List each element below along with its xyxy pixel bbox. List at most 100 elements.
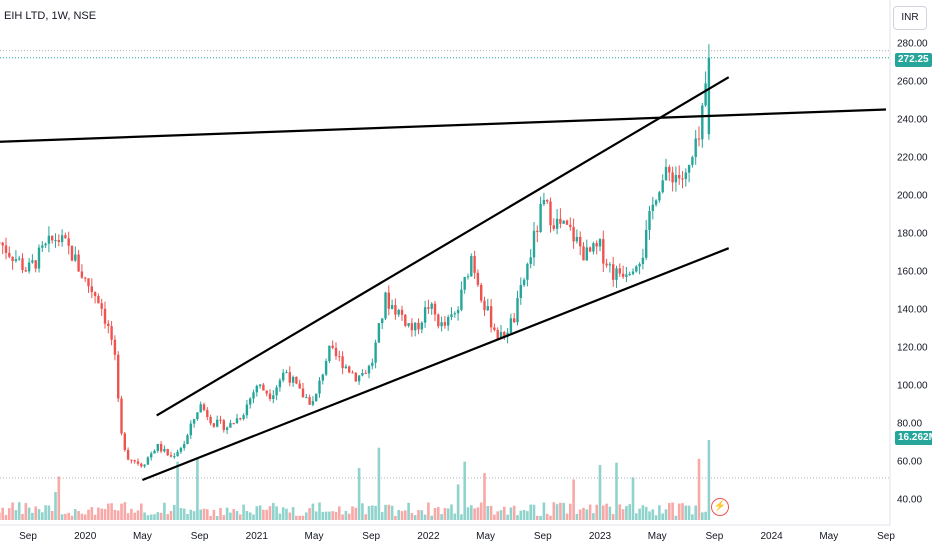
volume-bar xyxy=(539,515,542,520)
volume-bar xyxy=(324,511,328,520)
volume-bar xyxy=(503,506,506,520)
volume-bar xyxy=(413,515,417,520)
candle-body xyxy=(47,235,51,244)
volume-bar xyxy=(668,503,671,520)
volume-bar xyxy=(166,514,169,520)
volume-bar xyxy=(318,502,321,520)
candle-body xyxy=(522,279,526,286)
volume-bar xyxy=(559,502,562,520)
volume-bar xyxy=(41,512,44,520)
trendline[interactable] xyxy=(141,247,730,482)
candle-body xyxy=(546,199,549,202)
volume-bar xyxy=(638,508,641,520)
candle-body xyxy=(37,247,41,269)
candle-body xyxy=(324,361,328,375)
trendlines[interactable] xyxy=(0,76,887,482)
candle-body xyxy=(27,262,31,272)
volume-bar xyxy=(578,509,582,520)
candle-body xyxy=(146,457,150,465)
y-tick-label: 260.00 xyxy=(897,77,928,88)
candle-body xyxy=(625,274,628,277)
volume-bar xyxy=(239,514,242,520)
volume-bar xyxy=(44,505,47,520)
y-tick-label: 240.00 xyxy=(897,115,928,126)
volume-bar xyxy=(60,514,64,520)
volume-bar xyxy=(215,515,219,520)
candle-body xyxy=(321,374,324,381)
volume-bar xyxy=(575,513,579,520)
volume-bar xyxy=(80,513,84,520)
candle-body xyxy=(414,322,417,331)
candle-body xyxy=(136,461,140,464)
candle-body xyxy=(21,258,24,271)
volume-bar xyxy=(189,509,193,520)
y-tick-label: 140.00 xyxy=(897,305,928,316)
candle-body xyxy=(615,268,618,280)
volume-bar xyxy=(179,508,183,520)
volume-bar xyxy=(374,505,377,520)
volume-bar xyxy=(153,514,156,520)
candle-body xyxy=(206,410,209,417)
volume-bar xyxy=(67,512,70,520)
candle-body xyxy=(542,199,546,204)
volume-bar xyxy=(512,505,516,520)
volume-bar xyxy=(314,511,318,520)
y-tick-label: 160.00 xyxy=(897,267,928,278)
currency-button[interactable]: INR xyxy=(893,6,927,30)
volume-bar xyxy=(338,506,341,520)
candle-body xyxy=(417,322,420,330)
volume-bar xyxy=(522,510,526,520)
candle-body xyxy=(678,175,681,179)
volume-bar xyxy=(423,514,427,520)
volume-bar xyxy=(54,491,57,520)
candle-body xyxy=(519,285,522,298)
candle-body xyxy=(473,256,476,273)
candle-body xyxy=(536,230,539,233)
volume-bar xyxy=(275,506,278,520)
volume-bar xyxy=(687,505,691,520)
candle-body xyxy=(4,245,8,253)
candle-body xyxy=(532,230,536,258)
candle-body xyxy=(278,380,282,388)
candle-body xyxy=(249,398,252,405)
candle-body xyxy=(44,243,47,246)
volume-bar xyxy=(677,503,681,520)
volume-bar xyxy=(288,512,292,520)
volume-bar xyxy=(489,505,493,520)
volume-bar xyxy=(506,514,509,520)
candle-body xyxy=(694,138,697,158)
volume-bar xyxy=(446,508,450,520)
candle-body xyxy=(262,384,265,391)
volume-bar xyxy=(681,503,684,520)
candle-body xyxy=(618,268,621,274)
volume-bar xyxy=(585,509,589,520)
candle-body xyxy=(691,157,694,165)
candle-body xyxy=(440,322,443,327)
volume-bar xyxy=(97,507,100,520)
candle-body xyxy=(93,292,97,297)
volume-bar xyxy=(440,514,443,520)
volume-bar xyxy=(70,515,74,520)
candle-body xyxy=(466,276,470,278)
volume-bar xyxy=(701,512,704,520)
candle-body xyxy=(176,451,179,457)
candle-body xyxy=(41,245,44,248)
trendline[interactable] xyxy=(156,76,730,417)
volume-bar xyxy=(146,515,150,520)
symbol-title[interactable]: EIH LTD, 1W, NSE xyxy=(4,10,97,22)
candle-body xyxy=(24,270,27,272)
lightning-icon[interactable]: ⚡ xyxy=(711,498,729,516)
volume-bar xyxy=(291,507,295,520)
volume-bar xyxy=(17,502,21,520)
candle-body xyxy=(341,356,344,369)
candle-body xyxy=(697,138,701,140)
candle-body xyxy=(704,83,707,106)
volume-bar xyxy=(456,484,460,520)
volume-bar xyxy=(192,511,196,520)
volume-bar xyxy=(212,509,216,520)
trendline[interactable] xyxy=(0,108,887,143)
y-tick-label: 60.00 xyxy=(897,457,922,468)
candle-body xyxy=(123,433,126,450)
candle-body xyxy=(159,443,163,452)
